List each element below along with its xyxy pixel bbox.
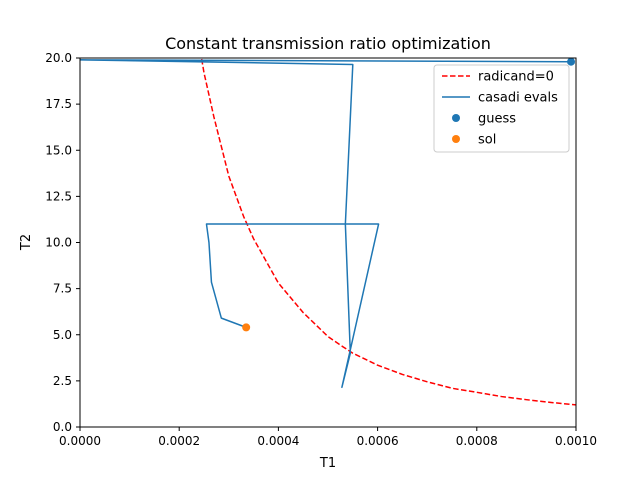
y-axis-label: T2: [19, 234, 34, 251]
y-tick-label: 5.0: [53, 328, 72, 342]
legend-label: guess: [478, 112, 516, 127]
x-tick-label: 0.0002: [158, 434, 200, 448]
legend-marker-2: [452, 114, 460, 122]
y-tick-label: 20.0: [45, 51, 72, 65]
x-tick-label: 0.0006: [357, 434, 399, 448]
x-axis-label: T1: [319, 456, 336, 471]
x-tick-label: 0.0004: [257, 434, 299, 448]
legend-label: casadi evals: [478, 91, 558, 106]
y-tick-label: 15.0: [45, 143, 72, 157]
chart-title: Constant transmission ratio optimization: [165, 34, 491, 53]
series-line-0: [200, 58, 576, 406]
legend-marker-3: [452, 135, 460, 143]
scatter-point-sol: [242, 323, 251, 332]
scatter-point-guess: [567, 57, 576, 66]
plot-area: [80, 58, 576, 406]
y-tick-label: 2.5: [53, 374, 72, 388]
y-tick-label: 17.5: [45, 97, 72, 111]
axes: 0.0000 0.0002 0.0004 0.0006 0.0008 0.0010 0.0 2…: [45, 51, 597, 448]
series-line-1: [80, 59, 572, 389]
legend-label: radicand=0: [478, 70, 554, 85]
legend: radicand=0 casadi evals guess sol: [433, 64, 570, 153]
y-tick-label: 10.0: [45, 236, 72, 250]
legend-label: sol: [478, 133, 496, 148]
x-tick-label: 0.0008: [456, 434, 498, 448]
y-tick-label: 7.5: [53, 282, 72, 296]
legend-box: [433, 64, 570, 153]
y-tick-label: 0.0: [53, 420, 72, 434]
y-tick-label: 12.5: [45, 189, 72, 203]
x-tick-label: 0.0010: [555, 434, 597, 448]
x-tick-label: 0.0000: [59, 434, 101, 448]
